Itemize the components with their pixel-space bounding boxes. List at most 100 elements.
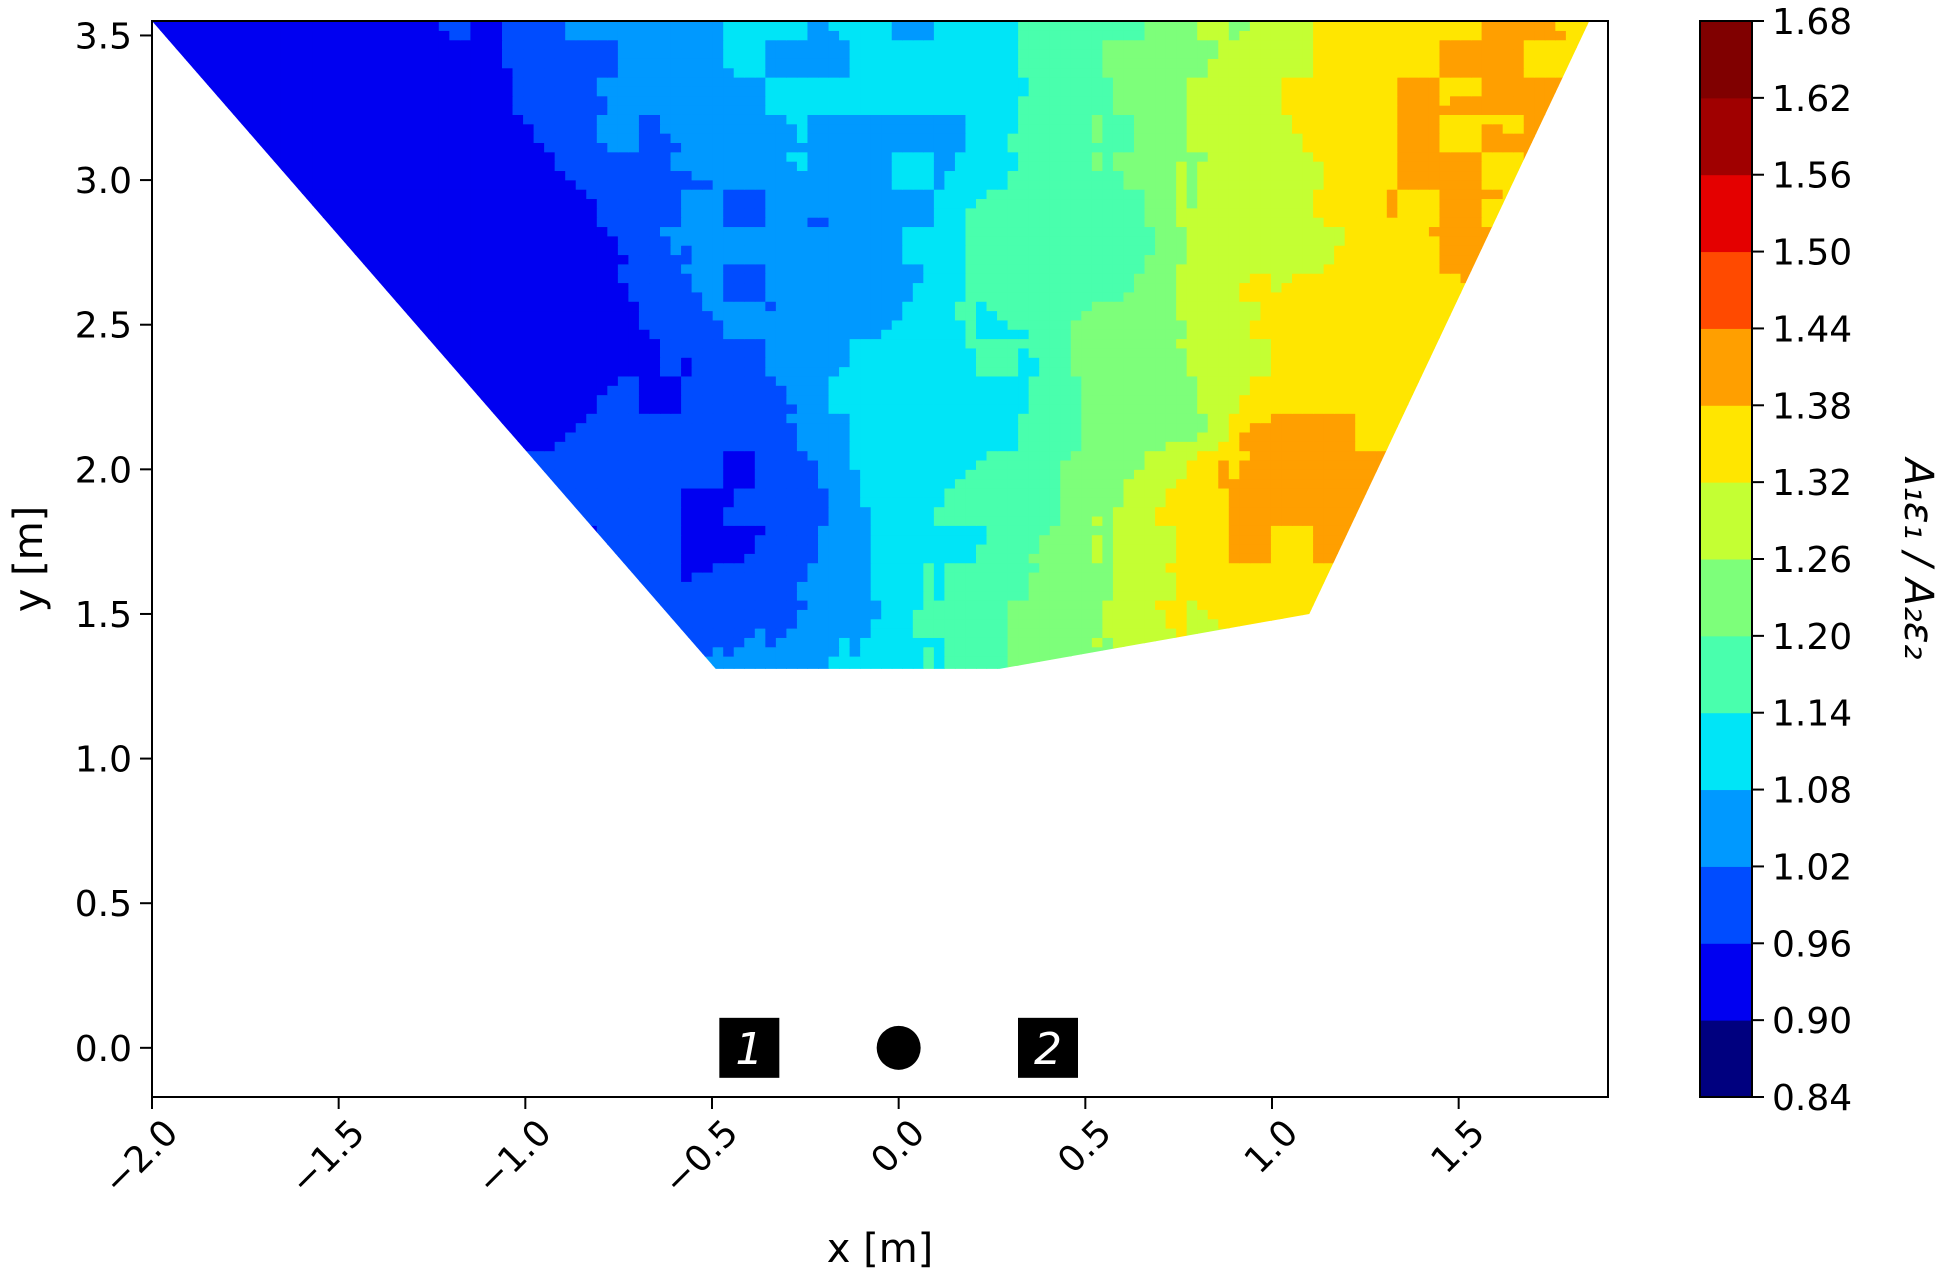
contour-cell <box>1313 459 1325 470</box>
contour-cell <box>1207 637 1219 648</box>
contour-cell <box>1492 506 1504 517</box>
contour-cell <box>1513 590 1525 601</box>
contour-cell <box>1513 618 1525 629</box>
contour-cell <box>944 459 956 470</box>
contour-cell <box>1471 571 1483 582</box>
contour-cell <box>312 646 324 657</box>
contour-cell <box>986 618 998 629</box>
contour-cell <box>1218 665 1230 669</box>
contour-cell <box>1576 357 1588 368</box>
contour-cell <box>1481 487 1493 498</box>
contour-cell <box>1249 618 1261 629</box>
contour-cell <box>596 403 608 414</box>
contour-cell <box>1007 553 1019 564</box>
contour-cell <box>512 571 524 582</box>
contour-cell <box>152 469 155 480</box>
contour-cell <box>491 609 503 620</box>
contour-cell <box>586 618 598 629</box>
contour-cell <box>491 543 503 554</box>
contour-cell <box>733 469 745 480</box>
contour-cell <box>638 646 651 657</box>
contour-cell <box>1386 581 1398 592</box>
contour-cell <box>152 506 155 517</box>
contour-cell <box>976 506 988 517</box>
contour-cell <box>891 469 903 480</box>
contour-cell <box>944 403 956 414</box>
contour-cell <box>1365 590 1377 601</box>
contour-cell <box>470 469 482 480</box>
contour-cell <box>1007 450 1019 461</box>
contour-cell <box>607 403 619 414</box>
contour-cell <box>1186 422 1198 433</box>
contour-cell <box>154 338 166 349</box>
contour-cell <box>1313 394 1325 405</box>
contour-cell <box>891 375 903 386</box>
contour-cell <box>280 459 292 470</box>
contour-cell <box>1239 628 1251 638</box>
contour-cell <box>912 581 924 592</box>
contour-cell <box>1039 375 1051 386</box>
contour-cell <box>312 413 324 424</box>
contour-cell <box>796 497 809 508</box>
contour-cell <box>1355 599 1367 610</box>
contour-cell <box>891 338 903 349</box>
contour-cell <box>891 403 903 414</box>
contour-cell <box>891 656 903 666</box>
contour-cell <box>807 403 819 414</box>
contour-cell <box>1544 459 1556 470</box>
contour-cell <box>312 357 324 368</box>
contour-cell <box>1586 590 1590 601</box>
contour-cell <box>1239 431 1251 442</box>
contour-cell <box>312 487 324 498</box>
contour-cell <box>502 375 514 386</box>
contour-cell <box>1028 441 1040 452</box>
contour-cell <box>152 665 155 669</box>
contour-cell <box>575 487 587 498</box>
contour-cell <box>1418 562 1430 573</box>
contour-cell <box>565 562 577 573</box>
contour-cell <box>1544 571 1556 582</box>
contour-cell <box>291 347 303 358</box>
contour-cell <box>933 656 945 666</box>
contour-cell <box>428 590 440 601</box>
contour-cell <box>891 562 903 573</box>
contour-cell <box>301 394 313 405</box>
contour-cell <box>1460 525 1472 536</box>
contour-cell <box>186 338 198 349</box>
contour-cell <box>1018 534 1030 545</box>
contour-cell <box>1081 543 1093 554</box>
contour-cell <box>523 553 535 564</box>
contour-cell <box>670 646 682 657</box>
contour-cell <box>1428 515 1441 526</box>
contour-cell <box>818 487 830 498</box>
contour-cell <box>1555 450 1567 461</box>
contour-cell <box>1586 450 1590 461</box>
contour-cell <box>270 478 282 489</box>
contour-cell <box>596 571 608 582</box>
contour-cell <box>1576 590 1588 601</box>
contour-cell <box>933 609 945 620</box>
contour-cell <box>828 478 840 489</box>
contour-cell <box>1239 487 1251 498</box>
contour-cell <box>217 525 229 536</box>
contour-cell <box>1070 656 1082 666</box>
contour-cell <box>417 431 429 442</box>
contour-cell <box>1302 469 1314 480</box>
contour-cell <box>154 553 166 564</box>
contour-cell <box>1586 394 1590 405</box>
contour-cell <box>1481 413 1493 424</box>
contour-cell <box>670 534 682 545</box>
contour-cell <box>765 571 777 582</box>
contour-cell <box>1407 543 1419 554</box>
contour-cell <box>1239 357 1251 368</box>
contour-cell <box>259 394 271 405</box>
contour-cell <box>681 515 693 526</box>
contour-cell <box>259 571 271 582</box>
contour-cell <box>944 478 956 489</box>
contour-cell <box>1407 562 1419 573</box>
contour-cell <box>765 618 777 629</box>
contour-cell <box>849 497 861 508</box>
contour-cell <box>1218 469 1230 480</box>
contour-cell <box>796 590 809 601</box>
contour-cell <box>1386 590 1398 601</box>
